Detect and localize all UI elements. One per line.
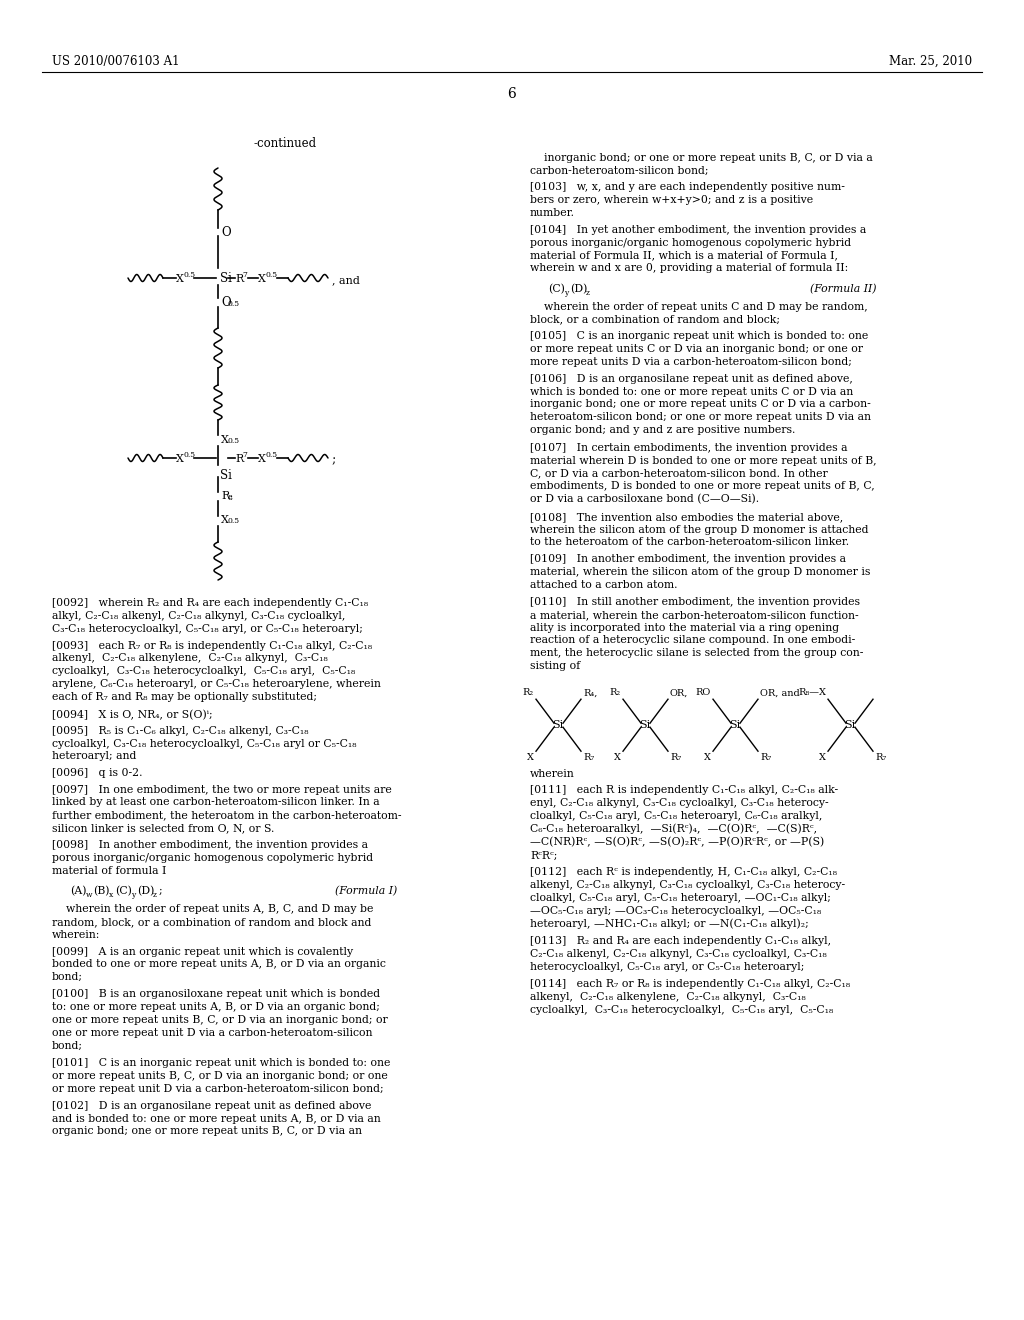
Text: [0113]   R₂ and R₄ are each independently C₁-C₁₈ alkyl,
C₂-C₁₈ alkenyl, C₂-C₁₈ a: [0113] R₂ and R₄ are each independently … bbox=[530, 936, 831, 972]
Text: X: X bbox=[221, 436, 229, 445]
Text: [0092]   wherein R₂ and R₄ are each independently C₁-C₁₈
alkyl, C₂-C₁₈ alkenyl, : [0092] wherein R₂ and R₄ are each indepe… bbox=[52, 598, 368, 634]
Text: 6: 6 bbox=[508, 87, 516, 102]
Text: [0097]   In one embodiment, the two or more repeat units are
linked by at least : [0097] In one embodiment, the two or mor… bbox=[52, 784, 401, 833]
Text: Mar. 25, 2010: Mar. 25, 2010 bbox=[889, 55, 972, 69]
Text: X: X bbox=[527, 754, 534, 762]
Text: 0.5: 0.5 bbox=[183, 451, 196, 459]
Text: 0.5: 0.5 bbox=[228, 300, 240, 308]
Text: [0098]   In another embodiment, the invention provides a
porous inorganic/organi: [0098] In another embodiment, the invent… bbox=[52, 841, 373, 876]
Text: O: O bbox=[221, 226, 230, 239]
Text: [0095]   R₅ is C₁-C₆ alkyl, C₂-C₁₈ alkenyl, C₃-C₁₈
cycloalkyl, C₃-C₁₈ heterocycl: [0095] R₅ is C₁-C₆ alkyl, C₂-C₁₈ alkenyl… bbox=[52, 726, 356, 762]
Text: wherein the order of repeat units A, B, C, and D may be
random, block, or a comb: wherein the order of repeat units A, B, … bbox=[52, 904, 374, 940]
Text: [0107]   In certain embodiments, the invention provides a
material wherein D is : [0107] In certain embodiments, the inven… bbox=[530, 442, 877, 504]
Text: OR, and: OR, and bbox=[760, 688, 800, 697]
Text: [0110]   In still another embodiment, the invention provides
a material, wherein: [0110] In still another embodiment, the … bbox=[530, 597, 863, 671]
Text: X: X bbox=[258, 275, 266, 284]
Text: (Formula II): (Formula II) bbox=[810, 284, 877, 294]
Text: R₇: R₇ bbox=[760, 754, 771, 762]
Text: z: z bbox=[586, 289, 590, 297]
Text: (B): (B) bbox=[93, 886, 110, 896]
Text: 0.5: 0.5 bbox=[265, 271, 278, 279]
Text: (D): (D) bbox=[137, 886, 155, 896]
Text: (C): (C) bbox=[548, 284, 565, 294]
Text: O: O bbox=[221, 296, 230, 309]
Text: x: x bbox=[109, 891, 114, 899]
Text: X: X bbox=[819, 754, 826, 762]
Text: R₄,: R₄, bbox=[583, 688, 597, 697]
Text: (D): (D) bbox=[570, 284, 588, 294]
Text: y: y bbox=[131, 891, 135, 899]
Text: wherein the order of repeat units C and D may be random,
block, or a combination: wherein the order of repeat units C and … bbox=[530, 302, 867, 325]
Text: [0109]   In another embodiment, the invention provides a
material, wherein the s: [0109] In another embodiment, the invent… bbox=[530, 554, 870, 590]
Text: [0108]   The invention also embodies the material above,
wherein the silicon ato: [0108] The invention also embodies the m… bbox=[530, 512, 868, 548]
Text: (A): (A) bbox=[70, 886, 86, 896]
Text: 0.5: 0.5 bbox=[265, 451, 278, 459]
Text: R: R bbox=[221, 491, 229, 502]
Text: X: X bbox=[705, 754, 711, 762]
Text: OR,: OR, bbox=[670, 688, 688, 697]
Text: Si: Si bbox=[845, 721, 856, 730]
Text: 0.5: 0.5 bbox=[183, 271, 196, 279]
Text: X: X bbox=[176, 454, 184, 465]
Text: R: R bbox=[234, 454, 244, 465]
Text: X: X bbox=[258, 454, 266, 465]
Text: y: y bbox=[564, 289, 568, 297]
Text: (C): (C) bbox=[115, 886, 132, 896]
Text: [0093]   each R₇ or R₈ is independently C₁-C₁₈ alkyl, C₂-C₁₈
alkenyl,  C₂-C₁₈ al: [0093] each R₇ or R₈ is independently C₁… bbox=[52, 640, 381, 702]
Text: [0094]   X is O, NR₄, or S(O)ⁱ;: [0094] X is O, NR₄, or S(O)ⁱ; bbox=[52, 710, 213, 719]
Text: [0106]   D is an organosilane repeat unit as defined above,
which is bonded to: : [0106] D is an organosilane repeat unit … bbox=[530, 374, 871, 436]
Text: RO: RO bbox=[695, 688, 711, 697]
Text: Si: Si bbox=[220, 469, 231, 482]
Text: wherein: wherein bbox=[530, 770, 574, 779]
Text: [0100]   B is an organosiloxane repeat unit which is bonded
to: one or more repe: [0100] B is an organosiloxane repeat uni… bbox=[52, 989, 388, 1051]
Text: [0103]   w, x, and y are each independently positive num-
bers or zero, wherein : [0103] w, x, and y are each independentl… bbox=[530, 182, 845, 218]
Text: R: R bbox=[234, 275, 244, 284]
Text: Si: Si bbox=[639, 721, 650, 730]
Text: [0114]   each R₇ or R₈ is independently C₁-C₁₈ alkyl, C₂-C₁₈
alkenyl,  C₂-C₁₈ al: [0114] each R₇ or R₈ is independently C₁… bbox=[530, 979, 850, 1015]
Text: , and: , and bbox=[332, 275, 359, 285]
Text: X: X bbox=[176, 275, 184, 284]
Text: [0111]   each R is independently C₁-C₁₈ alkyl, C₂-C₁₈ alk-
enyl, C₂-C₁₈ alkynyl,: [0111] each R is independently C₁-C₁₈ al… bbox=[530, 785, 838, 861]
Text: 7: 7 bbox=[242, 271, 247, 279]
Text: Si: Si bbox=[552, 721, 563, 730]
Text: [0101]   C is an inorganic repeat unit which is bonded to: one
or more repeat un: [0101] C is an inorganic repeat unit whi… bbox=[52, 1059, 390, 1094]
Text: [0105]   C is an inorganic repeat unit which is bonded to: one
or more repeat un: [0105] C is an inorganic repeat unit whi… bbox=[530, 331, 868, 367]
Text: 0.5: 0.5 bbox=[228, 437, 240, 445]
Text: [0102]   D is an organosilane repeat unit as defined above
and is bonded to: one: [0102] D is an organosilane repeat unit … bbox=[52, 1101, 381, 1137]
Text: R₂: R₂ bbox=[523, 688, 534, 697]
Text: Si: Si bbox=[729, 721, 740, 730]
Text: X: X bbox=[614, 754, 621, 762]
Text: R₇: R₇ bbox=[670, 754, 681, 762]
Text: [0096]   q is 0-2.: [0096] q is 0-2. bbox=[52, 768, 142, 779]
Text: [0112]   each Rᶜ is independently, H, C₁-C₁₈ alkyl, C₂-C₁₈
alkenyl, C₂-C₁₈ alkyn: [0112] each Rᶜ is independently, H, C₁-C… bbox=[530, 867, 845, 929]
Text: [0104]   In yet another embodiment, the invention provides a
porous inorganic/or: [0104] In yet another embodiment, the in… bbox=[530, 224, 866, 273]
Text: R₂: R₂ bbox=[610, 688, 621, 697]
Text: ;: ; bbox=[159, 886, 163, 896]
Text: US 2010/0076103 A1: US 2010/0076103 A1 bbox=[52, 55, 179, 69]
Text: R₇: R₇ bbox=[583, 754, 594, 762]
Text: w: w bbox=[86, 891, 92, 899]
Text: inorganic bond; or one or more repeat units B, C, or D via a
carbon-heteroatom-s: inorganic bond; or one or more repeat un… bbox=[530, 153, 872, 176]
Text: 0.5: 0.5 bbox=[228, 517, 240, 525]
Text: 7: 7 bbox=[242, 451, 247, 459]
Text: X: X bbox=[221, 515, 229, 525]
Text: R₇: R₇ bbox=[874, 754, 886, 762]
Text: Si: Si bbox=[220, 272, 231, 285]
Text: (Formula I): (Formula I) bbox=[335, 886, 397, 896]
Text: R₈—X: R₈—X bbox=[798, 688, 826, 697]
Text: [0099]   A is an organic repeat unit which is covalently
bonded to one or more r: [0099] A is an organic repeat unit which… bbox=[52, 946, 386, 982]
Text: ;: ; bbox=[332, 454, 336, 466]
Text: z: z bbox=[153, 891, 157, 899]
Text: 8: 8 bbox=[228, 494, 232, 502]
Text: -continued: -continued bbox=[253, 137, 316, 150]
